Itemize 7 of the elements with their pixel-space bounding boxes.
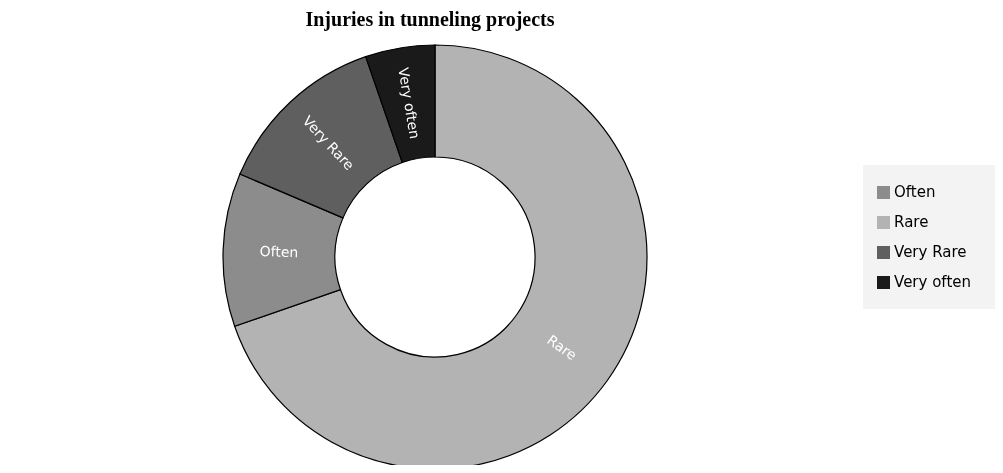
chart-title: Injuries in tunneling projects [304,8,556,31]
legend-label: Rare [894,212,929,231]
slice-label: Very often [395,66,423,140]
legend-label: Often [894,182,936,201]
legend-label: Very Rare [894,242,967,261]
legend-label: Very often [894,272,971,291]
slice-label: Often [259,242,299,261]
